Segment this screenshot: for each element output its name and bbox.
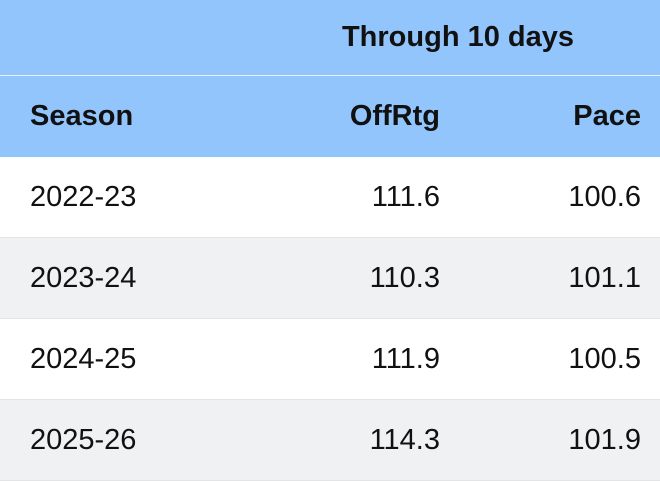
cell-season: 2023-24 — [30, 261, 137, 294]
cell-offrtg: 111.6 — [371, 180, 440, 213]
group-header-row: Through 10 days — [0, 0, 660, 75]
cell-season: 2025-26 — [30, 423, 137, 456]
cell-offrtg: 114.3 — [369, 423, 440, 456]
cell-season: 2022-23 — [30, 180, 137, 213]
group-header-through-10-days: Through 10 days — [341, 21, 575, 53]
cell-season: 2024-25 — [30, 342, 137, 375]
column-header-row: Season OffRtg Pace — [0, 76, 660, 157]
cell-pace: 101.1 — [568, 261, 641, 294]
cell-pace: 101.9 — [568, 423, 641, 456]
column-header-season: Season — [30, 100, 134, 132]
column-header-pace: Pace — [573, 100, 641, 132]
column-header-offrtg: OffRtg — [349, 100, 440, 132]
table-row: 2025-26 114.3 101.9 — [0, 400, 660, 481]
cell-pace: 100.6 — [568, 180, 641, 213]
table-row: 2022-23 111.6 100.6 — [0, 157, 660, 238]
cell-pace: 100.5 — [568, 342, 641, 375]
cell-offrtg: 110.3 — [369, 261, 440, 294]
header-divider — [0, 75, 660, 76]
table-row: 2023-24 110.3 101.1 — [0, 238, 660, 319]
cell-offrtg: 111.9 — [371, 342, 440, 375]
table-row: 2024-25 111.9 100.5 — [0, 319, 660, 400]
